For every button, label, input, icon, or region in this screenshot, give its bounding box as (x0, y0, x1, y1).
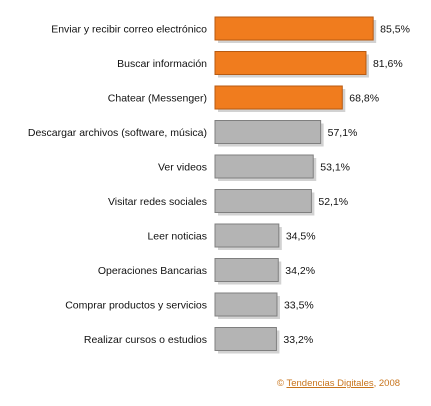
category-label: Ver videos (158, 162, 207, 174)
bar-8 (214, 258, 279, 282)
category-label: Visitar redes sociales (108, 196, 207, 208)
value-label: 57,1% (328, 127, 358, 139)
value-label: 81,6% (373, 58, 403, 70)
bar-9 (214, 292, 278, 317)
copyright-symbol: © (277, 378, 284, 389)
credit-link[interactable]: Tendencias Digitales (286, 378, 374, 389)
bar-1 (214, 16, 374, 41)
category-label: Operaciones Bancarias (98, 265, 207, 277)
bar-4 (214, 120, 322, 144)
value-label: 52,1% (318, 196, 348, 208)
category-label: Descargar archivos (software, música) (28, 127, 207, 139)
value-label: 33,5% (284, 300, 314, 312)
value-label: 34,2% (285, 265, 315, 277)
value-label: 34,5% (286, 231, 316, 243)
bar-10 (214, 327, 277, 351)
bar-5 (214, 154, 314, 179)
bar-2 (214, 51, 367, 75)
bars-layer: Enviar y recibir correo electrónico 85,5%… (28, 16, 410, 354)
credit-year: , 2008 (373, 378, 401, 389)
category-label: Leer noticias (147, 231, 207, 243)
category-label: Buscar información (117, 58, 207, 70)
bar-3 (214, 85, 343, 110)
category-label: Comprar productos y servicios (65, 300, 207, 312)
copyright-credit: © Tendencias Digitales, 2008 (277, 378, 400, 389)
category-label: Realizar cursos o estudios (84, 334, 207, 346)
value-label: 85,5% (380, 24, 410, 36)
bar-7 (214, 223, 280, 248)
value-label: 68,8% (349, 93, 379, 105)
bar-6 (214, 189, 312, 213)
value-label: 53,1% (320, 162, 350, 174)
category-label: Chatear (Messenger) (108, 93, 207, 105)
category-label: Enviar y recibir correo electrónico (51, 24, 207, 36)
value-label: 33,2% (283, 334, 313, 346)
